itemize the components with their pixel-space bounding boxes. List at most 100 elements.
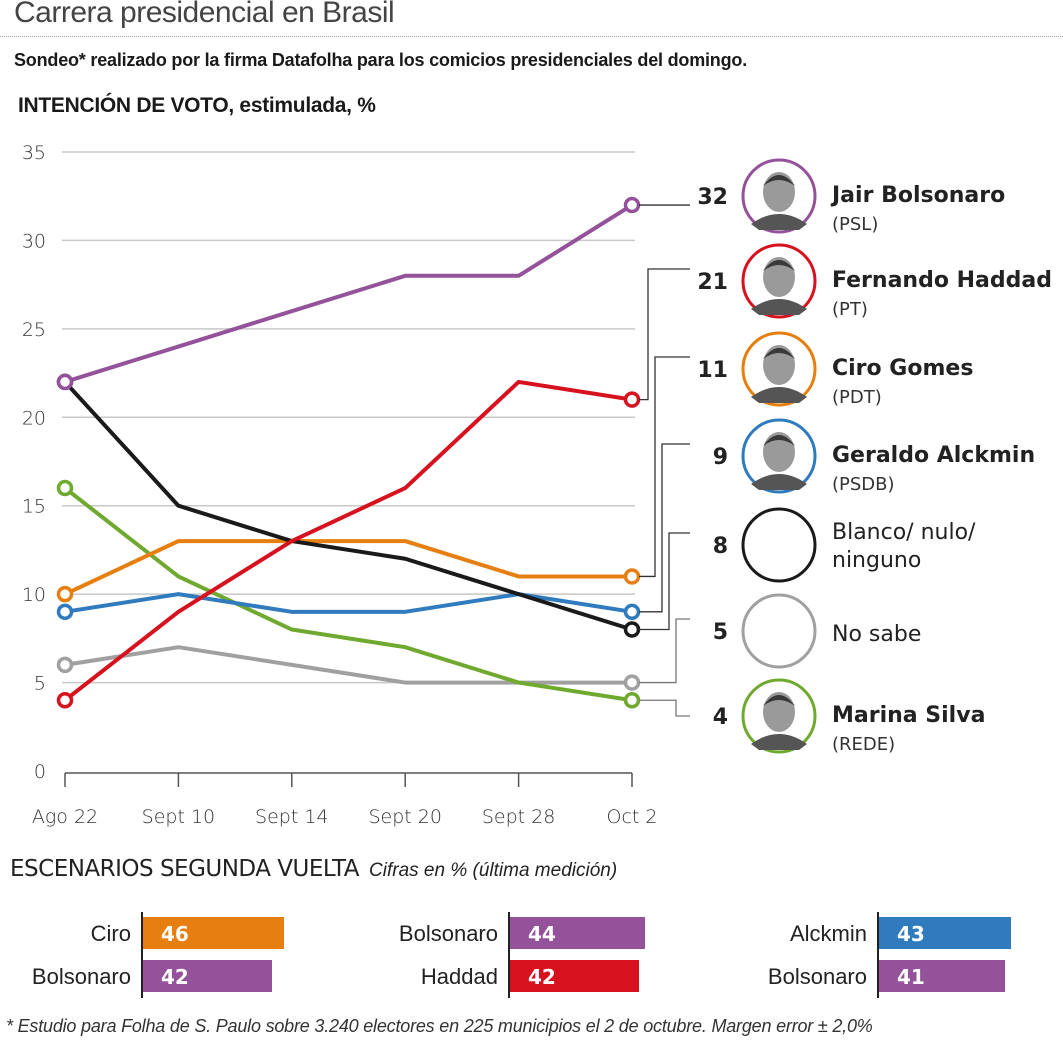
data-point-marker — [623, 621, 641, 638]
legend-value: 4 — [713, 705, 728, 730]
legend-label: ninguno — [832, 548, 921, 573]
shoulders-shape — [751, 474, 807, 490]
face-shape — [763, 345, 795, 385]
scenario-bar-value: 46 — [161, 922, 189, 946]
scenario-3: Alckmin 43 Bolsonaro 41 — [768, 912, 1063, 998]
shoulders-shape — [751, 214, 807, 230]
leader-line — [639, 699, 690, 717]
haddad-photo — [751, 257, 807, 315]
data-point-marker — [623, 568, 641, 585]
second-round-title: ESCENARIOS SEGUNDA VUELTA — [10, 856, 360, 882]
series-line-fernando-haddad — [63, 379, 633, 702]
series-line-marina-silva — [63, 486, 633, 703]
leader-line — [639, 356, 690, 578]
y-tick-label: 25 — [22, 319, 46, 341]
series-line-ciro-gomes — [64, 539, 632, 596]
x-tick-label: Sept 14 — [255, 806, 328, 828]
leader-line — [639, 532, 690, 631]
legend-value: 8 — [713, 534, 728, 559]
scenario-candidate-label: Bolsonaro — [767, 964, 867, 989]
y-tick-label: 10 — [22, 584, 46, 606]
y-tick-label: 20 — [22, 407, 46, 429]
data-point-marker — [623, 196, 641, 214]
legend-label: Blanco/ nulo/ — [832, 520, 976, 545]
gridlines — [62, 151, 635, 684]
candidate-name: Marina Silva — [832, 703, 985, 728]
face-shape — [763, 692, 795, 732]
subtitle: Sondeo* realizado por la firma Datafolha… — [14, 50, 747, 70]
party-label: (REDE) — [832, 734, 895, 755]
y-tick-label: 5 — [34, 673, 46, 695]
line-chart: 0 5 10 15 20 25 30 35 Ago 22 Sept 10 Sept 14 Sept … — [22, 142, 1052, 828]
data-point-marker — [56, 692, 74, 709]
series-lines — [56, 196, 641, 709]
data-point-marker — [623, 674, 641, 691]
series-line-jair-bolsonaro — [64, 203, 634, 384]
leader-lines — [639, 204, 690, 717]
face-shape — [763, 172, 795, 212]
scenario-bar-value: 41 — [897, 965, 925, 989]
scenario-candidate-label: Alckmin — [789, 921, 867, 946]
y-tick-label: 30 — [22, 230, 46, 252]
page-title: Carrera presidencial en Brasil — [14, 0, 395, 29]
y-tick-label: 35 — [22, 142, 46, 164]
y-tick-label: 15 — [22, 496, 46, 518]
leader-line — [639, 618, 690, 684]
shoulders-shape — [751, 387, 807, 403]
legend-circle — [741, 507, 817, 583]
scenario-axis — [508, 912, 510, 998]
scenario-bar-value: 44 — [528, 922, 556, 946]
x-tick-label: Sept 20 — [368, 806, 441, 828]
legend-value: 9 — [713, 445, 728, 470]
data-point-marker — [56, 603, 74, 621]
scenario-candidate-label: Bolsonaro — [31, 964, 131, 989]
candidate-name: Ciro Gomes — [832, 356, 973, 381]
leader-line — [639, 268, 690, 401]
party-label: (PSDB) — [832, 474, 895, 495]
scenario-bar: 43 — [879, 917, 1011, 949]
scenario-bar-value: 42 — [161, 965, 189, 989]
hair-shape — [763, 695, 795, 706]
x-axis: Ago 22 Sept 10 Sept 14 Sept 20 Sept 28 Oct 2 — [32, 772, 658, 828]
x-tick-label: Oct 2 — [607, 806, 658, 828]
second-round-heading: ESCENARIOS SEGUNDA VUELTA Cifras en % (úl… — [10, 856, 617, 882]
marina-photo — [751, 692, 807, 750]
data-point-marker — [56, 479, 74, 497]
hair-shape — [763, 435, 795, 446]
alckmin-photo — [751, 432, 807, 490]
scenario-bar: 44 — [510, 917, 646, 949]
legend-value: 11 — [697, 358, 728, 383]
shoulders-shape — [751, 299, 807, 315]
ciro-photo — [751, 345, 807, 403]
bolsonaro-photo — [751, 172, 807, 230]
data-point-marker — [623, 692, 641, 709]
legend-label: No sabe — [832, 622, 921, 647]
candidate-name: Fernando Haddad — [832, 268, 1052, 293]
shoulders-shape — [751, 734, 807, 750]
scenario-axis — [141, 912, 143, 998]
series-line-geraldo-alckmin — [64, 592, 633, 614]
candidate-name: Geraldo Alckmin — [832, 443, 1035, 468]
series-line-no-sabe — [64, 645, 632, 685]
scenario-candidate-label: Bolsonaro — [398, 921, 498, 946]
face-shape — [763, 432, 795, 472]
scenario-bar-value: 42 — [528, 965, 556, 989]
data-point-marker — [56, 656, 74, 674]
data-point-marker — [56, 585, 74, 603]
legend-value: 5 — [713, 620, 728, 645]
party-label: (PSL) — [832, 214, 878, 235]
y-tick-label: 0 — [34, 761, 46, 783]
hair-shape — [763, 175, 795, 186]
party-label: (PT) — [832, 299, 868, 320]
second-round-subtitle: Cifras en % (última medición) — [369, 860, 618, 881]
scenario-axis — [877, 912, 879, 998]
scenario-bar: 42 — [510, 960, 639, 992]
legend: 32 Jair Bolsonaro (PSL) 21 Fernando Haddad (P… — [697, 158, 1052, 755]
legend-circle — [741, 593, 817, 669]
x-tick-label: Sept 10 — [142, 806, 215, 828]
data-point-marker — [623, 391, 641, 408]
series-line-blanco-nulo-ninguno — [63, 380, 633, 632]
data-point-marker — [623, 603, 641, 621]
scenario-candidate-label: Ciro — [90, 921, 131, 946]
party-label: (PDT) — [832, 387, 882, 408]
